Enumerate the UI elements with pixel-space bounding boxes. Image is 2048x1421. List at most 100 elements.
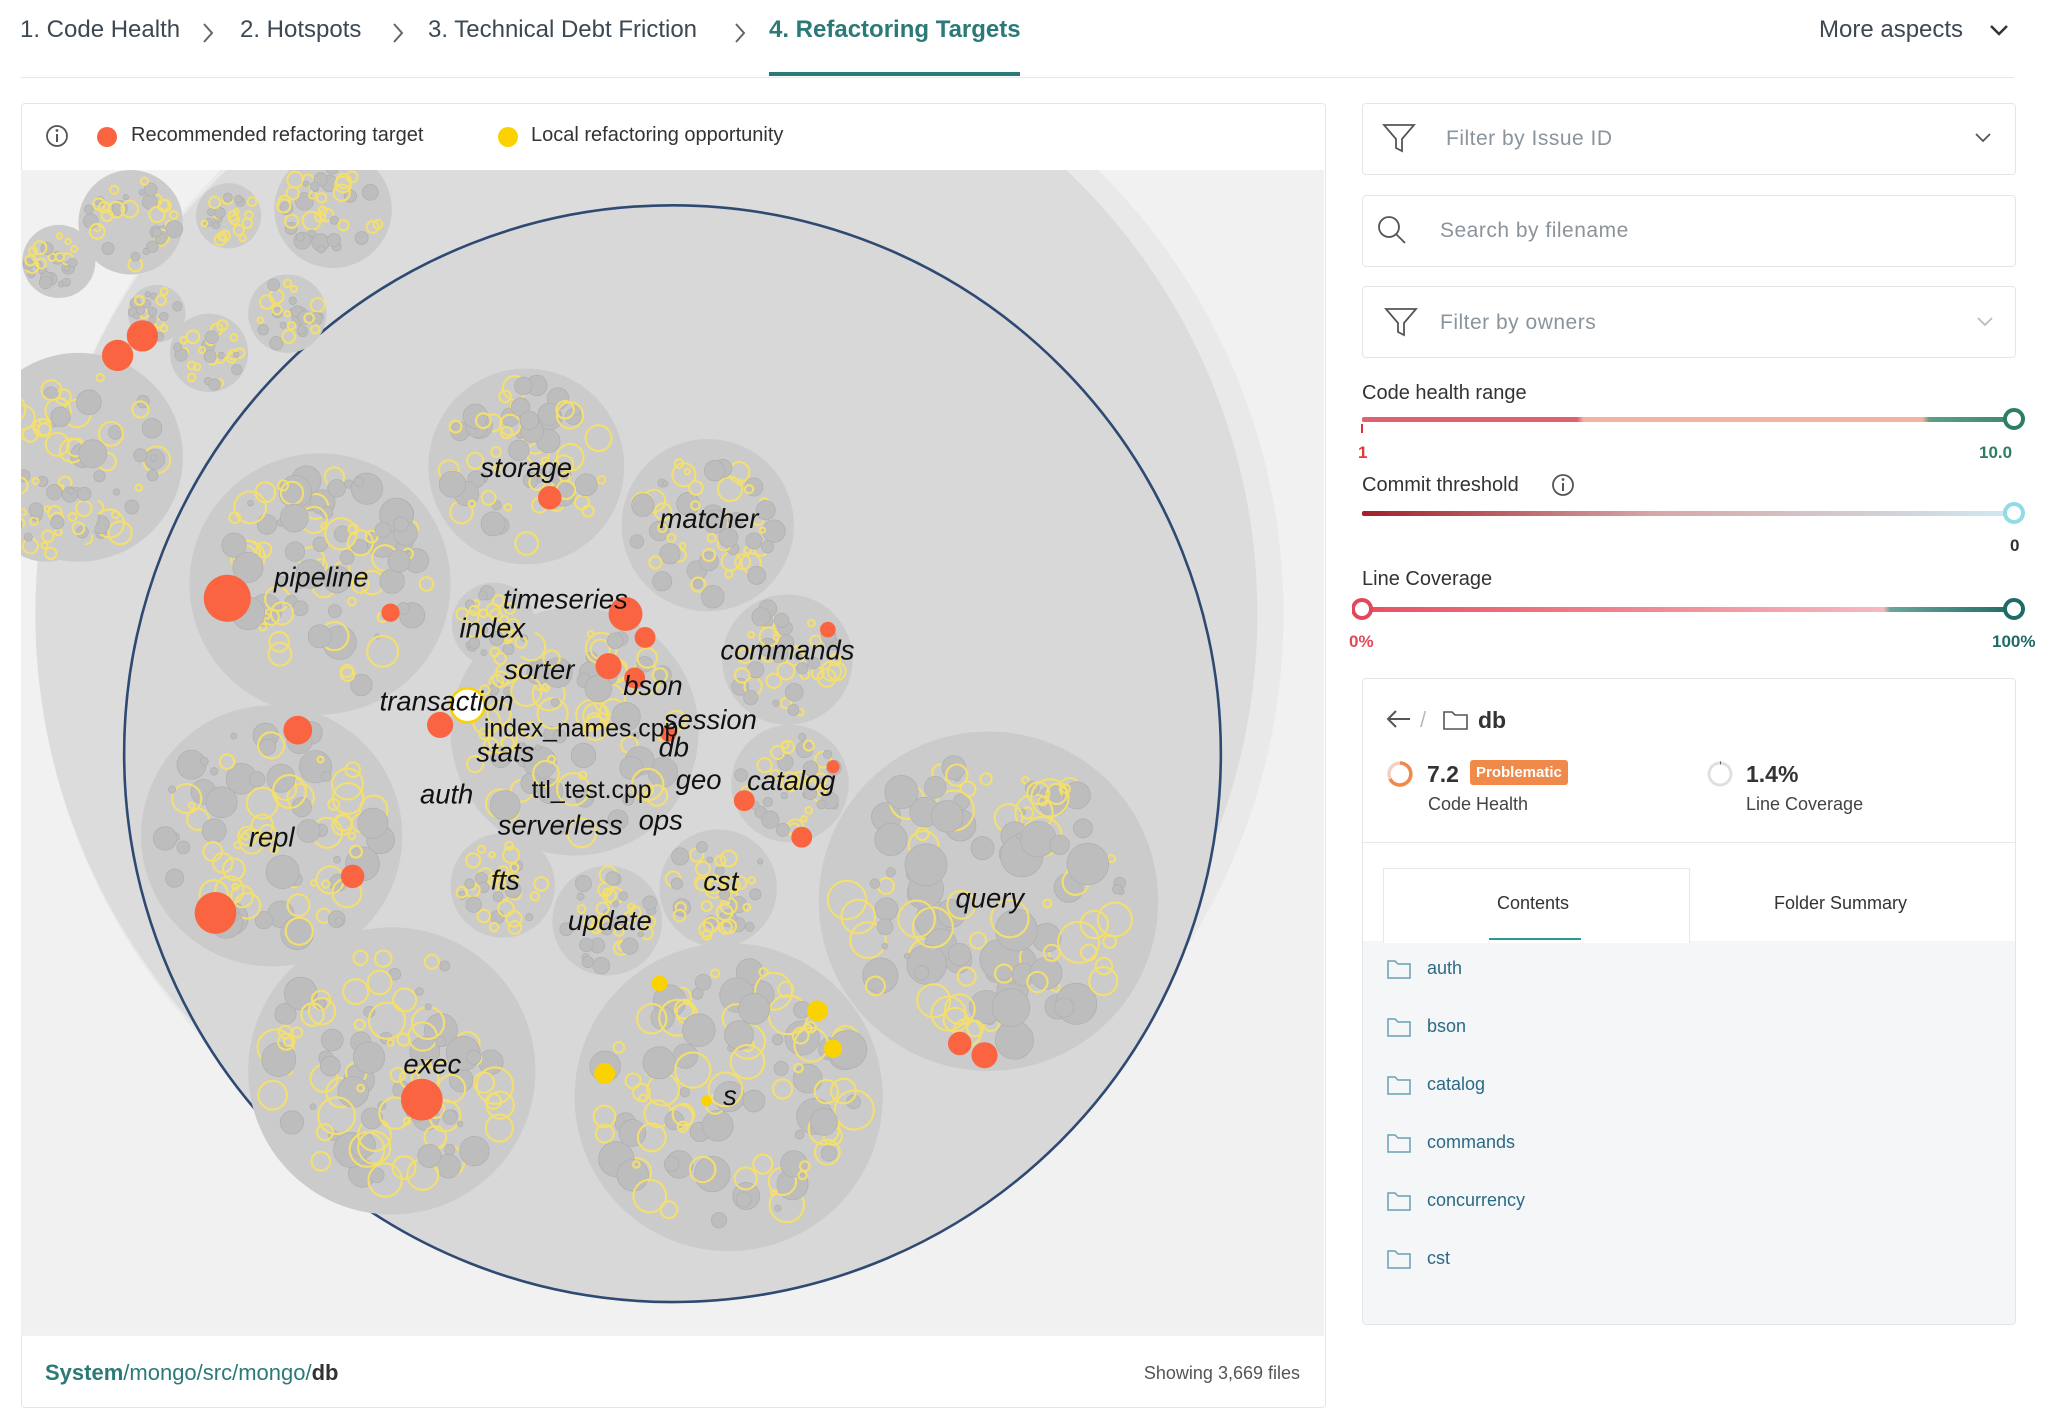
file-circle: [208, 195, 222, 210]
file-circle: [509, 862, 520, 873]
folder-label: cst: [703, 866, 739, 897]
file-circle: [201, 818, 227, 843]
file-circle: [794, 1129, 805, 1140]
file-circle: [43, 505, 52, 513]
file-circle: [21, 397, 27, 421]
tab[interactable]: 2. Hotspots: [240, 16, 362, 43]
file-circle: [756, 757, 773, 774]
breadcrumb-root[interactable]: System: [45, 1360, 124, 1385]
file-circle: [279, 503, 309, 533]
file-circle: [807, 656, 820, 670]
tab[interactable]: 3. Technical Debt Friction: [428, 16, 698, 43]
file-circle: [676, 1120, 690, 1133]
commit-slider[interactable]: [1352, 499, 2032, 529]
file-circle: [379, 568, 405, 594]
file-circle: [636, 647, 659, 669]
file-circle: [578, 770, 588, 781]
info-icon[interactable]: [1550, 472, 1576, 498]
file-circle: [133, 312, 140, 320]
file-circle: [292, 600, 309, 617]
file-circle: [784, 779, 796, 790]
file-circle: [738, 992, 771, 1025]
file-circle: [267, 278, 280, 292]
tab[interactable]: Folder Summary: [1774, 893, 1908, 913]
file-circle: [532, 759, 560, 788]
file-circle: [798, 733, 807, 741]
back-button[interactable]: [1384, 706, 1414, 732]
file-circle: [769, 1188, 778, 1197]
issue-filter[interactable]: [1362, 103, 2016, 175]
file-circle: [787, 704, 800, 716]
folder-item[interactable]: cst: [1427, 1248, 1451, 1268]
breadcrumb-path[interactable]: /mongo/src/mongo/: [123, 1360, 312, 1385]
coverage-slider[interactable]: [1352, 595, 2032, 625]
file-circle: [947, 942, 972, 967]
file-circle: [813, 1138, 841, 1166]
file-circle: [651, 667, 668, 684]
folder-item[interactable]: catalog: [1427, 1074, 1486, 1094]
slider-label: Line Coverage: [1362, 568, 1493, 590]
tab[interactable]: Contents: [1497, 893, 1570, 913]
file-circle: [809, 634, 822, 648]
file-circle: [840, 898, 877, 935]
folder-icon: [1387, 960, 1411, 979]
file-circle: [636, 1122, 667, 1153]
file-circle: [742, 1089, 766, 1113]
file-circle: [661, 480, 669, 488]
file-circle: [743, 545, 753, 555]
file-circle: [310, 324, 321, 335]
file-circle: [828, 653, 842, 667]
file-circle: [552, 729, 567, 744]
file-circle: [319, 1055, 341, 1077]
file-circle: [991, 988, 1031, 1027]
info-icon[interactable]: [44, 123, 70, 149]
file-circle: [1042, 943, 1061, 962]
file-circle: [231, 364, 243, 376]
file-circle: [589, 921, 603, 935]
filter-icon: [1382, 124, 1416, 153]
tab-active[interactable]: 4. Refactoring Targets: [769, 16, 1021, 43]
more-aspects[interactable]: More aspects: [1819, 16, 1964, 43]
file-circle: [232, 224, 245, 237]
folder-item[interactable]: commands: [1427, 1132, 1516, 1152]
file-circle: [281, 329, 297, 344]
file-circle: [216, 319, 229, 332]
file-circle: [247, 499, 254, 507]
owners-filter[interactable]: [1362, 286, 2016, 358]
tab[interactable]: 1. Code Health: [20, 16, 181, 43]
file-circle: [88, 222, 106, 240]
code-health-slider[interactable]: [1352, 405, 2032, 435]
file-circle: [39, 275, 53, 290]
file-circle: [995, 908, 1038, 952]
file-circle: [350, 673, 373, 697]
file-circle: [415, 987, 424, 996]
file-circle: [187, 801, 196, 810]
file-circle: [694, 974, 712, 991]
file-circle: [77, 486, 92, 502]
file-circle: [107, 520, 133, 546]
file-circle: [314, 210, 327, 223]
file-circle: [885, 867, 896, 878]
file-circle: [424, 1003, 432, 1011]
folder-item[interactable]: concurrency: [1427, 1190, 1526, 1210]
file-circle: [703, 874, 724, 895]
search-box[interactable]: [1362, 195, 2016, 267]
folder-item[interactable]: bson: [1427, 1016, 1467, 1036]
refactoring-target: [971, 1042, 998, 1069]
file-circle: [442, 1109, 458, 1125]
file-circle: [237, 825, 258, 847]
file-circle: [159, 286, 169, 296]
file-circle: [487, 684, 500, 696]
folder-item[interactable]: auth: [1427, 958, 1463, 978]
refactoring-target: [126, 320, 159, 352]
file-circle: [621, 937, 639, 955]
file-circle: [70, 245, 79, 253]
file-circle: [234, 194, 243, 204]
file-circle: [596, 475, 607, 485]
file-circle: [327, 479, 346, 498]
file-circle: [337, 219, 350, 232]
file-circle: [820, 1145, 837, 1162]
file-circle: [758, 526, 767, 534]
file-circle: [315, 192, 328, 204]
